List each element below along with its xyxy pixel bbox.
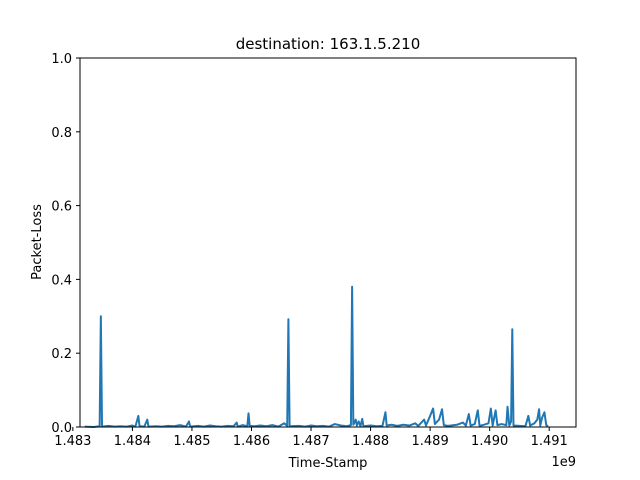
- y-tick-label: 0.2: [51, 347, 72, 362]
- x-axis-ticks: 1.483 1.484 1.485 1.486 1.487 1.488 1.489 1.490…: [54, 427, 568, 449]
- x-tick-label: 1.487: [292, 434, 329, 449]
- x-tick-label: 1.485: [173, 434, 210, 449]
- x-tick-label: 1.490: [471, 434, 508, 449]
- y-tick-label: 0.4: [51, 273, 72, 288]
- x-tick-label: 1.483: [54, 434, 91, 449]
- y-tick-label: 0.8: [51, 126, 72, 141]
- y-axis-ticks: 0.0 0.2 0.4 0.6 0.8 1.0: [51, 52, 80, 436]
- y-axis-label: Packet-Loss: [30, 204, 45, 280]
- chart-title: destination: 163.1.5.210: [236, 35, 421, 53]
- axes-frame: [79, 57, 577, 428]
- plot-area: [84, 285, 549, 428]
- x-tick-label: 1.489: [412, 434, 449, 449]
- x-tick-label: 1.491: [531, 434, 568, 449]
- y-tick-label: 0.6: [51, 200, 72, 215]
- x-tick-label: 1.484: [114, 434, 151, 449]
- y-tick-label: 1.0: [51, 52, 72, 67]
- x-axis-offset-label: 1e9: [551, 455, 576, 470]
- x-axis-label: Time-Stamp: [288, 456, 368, 471]
- y-tick-label: 0.0: [51, 421, 72, 436]
- series-line: [84, 285, 549, 428]
- x-tick-label: 1.486: [233, 434, 270, 449]
- x-tick-label: 1.488: [352, 434, 389, 449]
